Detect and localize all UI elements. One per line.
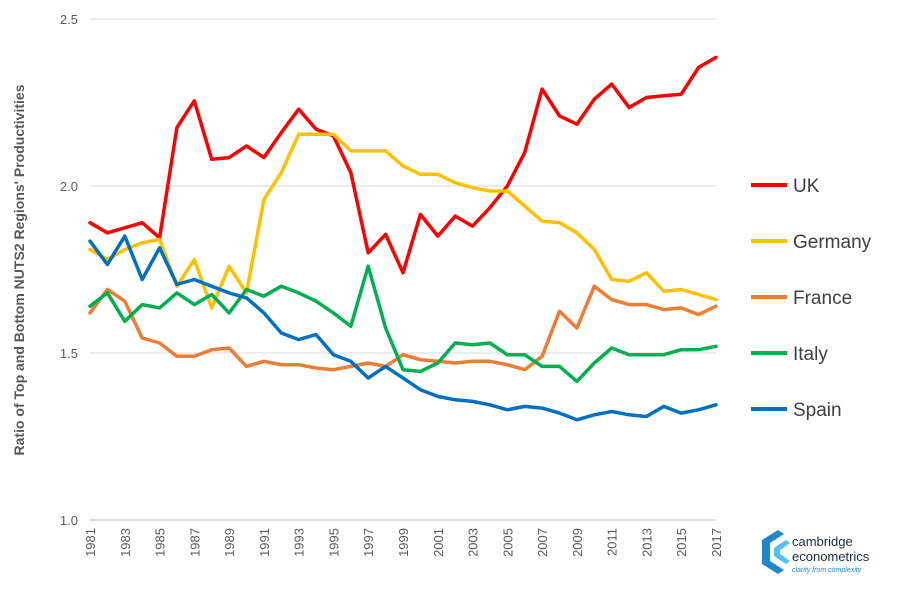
x-tick-label: 1991 — [257, 528, 272, 557]
x-tick-label: 2003 — [466, 528, 481, 557]
x-tick-label: 1999 — [396, 528, 411, 557]
x-tick-label: 1997 — [361, 528, 376, 557]
legend: UK Germany France Italy Spain — [751, 176, 872, 421]
series-line-italy — [88, 264, 718, 384]
legend-label-italy: Italy — [793, 344, 828, 365]
x-tick-label: 2007 — [535, 528, 550, 557]
y-tick-label: 2.5 — [60, 12, 78, 27]
series-line-spain — [88, 234, 718, 422]
x-tick-label: 1995 — [326, 528, 341, 557]
x-tick-label: 1985 — [153, 528, 168, 557]
x-tick-label: 2009 — [570, 528, 585, 557]
logo-mark-icon — [762, 530, 784, 574]
x-axis-ticks: 1981 1983 1985 1987 1989 1991 1993 1995 1997 1999… — [83, 528, 724, 557]
legend-label-france: France — [793, 288, 852, 309]
x-tick-label: 1989 — [222, 528, 237, 557]
cambridge-econometrics-logo: cambridge econometrics clarity from comp… — [762, 530, 870, 574]
x-tick-label: 2013 — [639, 528, 654, 557]
x-tick-label: 1993 — [292, 528, 307, 557]
y-axis-ticks: 1.0 1.5 2.0 2.5 — [60, 12, 78, 528]
logo-line1: cambridge — [792, 534, 853, 549]
x-tick-label: 2011 — [605, 528, 620, 556]
series-line-germany — [88, 132, 718, 310]
series-lines — [88, 55, 718, 422]
x-tick-label: 2005 — [500, 528, 515, 557]
y-tick-label: 1.0 — [60, 513, 78, 528]
series-line-france — [88, 284, 718, 372]
logo-line2: econometrics — [792, 549, 870, 564]
logo-mark-inner-icon — [774, 540, 790, 564]
x-tick-label: 1981 — [83, 528, 98, 557]
legend-label-uk: UK — [793, 176, 820, 197]
logo-tagline: clarity from complexity — [792, 567, 862, 574]
x-tick-label: 1987 — [187, 528, 202, 557]
x-tick-label: 1983 — [118, 528, 133, 557]
legend-label-spain: Spain — [793, 400, 842, 421]
x-tick-label: 2015 — [674, 528, 689, 557]
series-line-uk — [88, 55, 718, 275]
y-axis-label: Ratio of Top and Bottom NUTS2 Regions' P… — [11, 84, 27, 455]
legend-label-germany: Germany — [793, 232, 872, 253]
y-tick-label: 2.0 — [60, 179, 78, 194]
x-tick-label: 2017 — [709, 528, 724, 557]
y-tick-label: 1.5 — [60, 346, 78, 361]
x-tick-label: 2001 — [431, 528, 446, 557]
